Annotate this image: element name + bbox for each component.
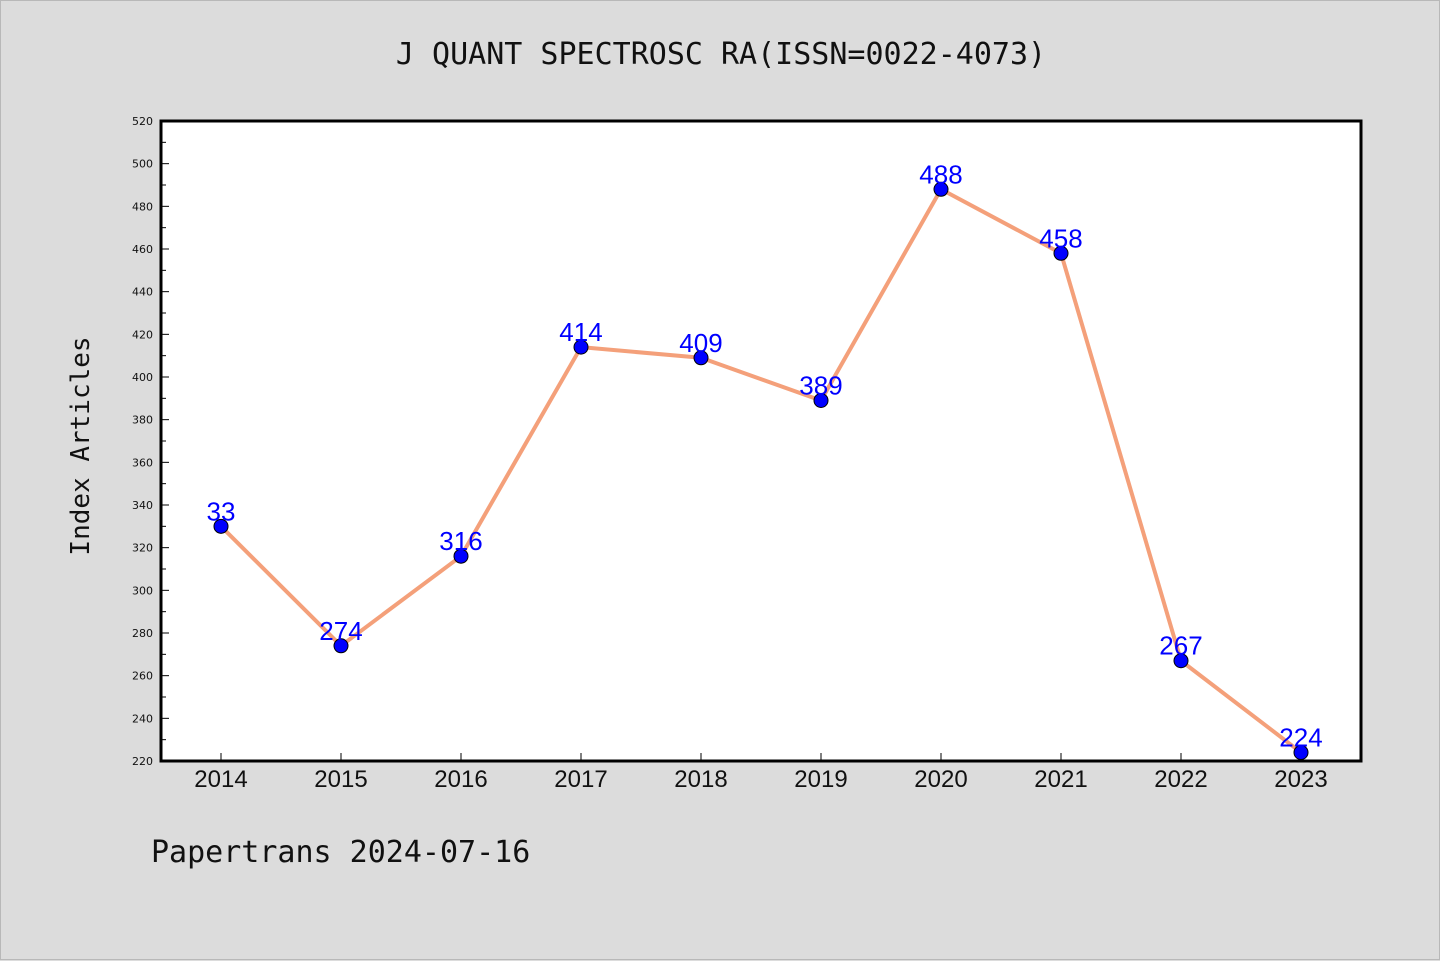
x-tick-label: 2014 [194,766,247,793]
x-tick-label: 2015 [314,766,367,793]
y-tick-label: 400 [132,371,153,384]
data-label: 274 [319,616,362,646]
y-tick-label: 520 [132,115,153,128]
data-label: 409 [679,328,722,358]
series-line [219,187,1303,755]
data-label-group: 33 274 316 414 409 389 488 458 267 224 [207,159,1323,752]
x-tick-label: 2020 [914,766,967,793]
x-tick-label: 2022 [1154,766,1207,793]
y-tick-label: 380 [132,414,153,427]
data-point-marker [813,392,829,408]
y-tick-label: 340 [132,499,153,512]
data-point-marker [1173,653,1189,669]
y-tick-label: 220 [132,755,153,768]
x-tick-label: 2017 [554,766,607,793]
y-tick-label: 480 [132,200,153,213]
series-line-group [219,187,1303,755]
x-tick-label: 2019 [794,766,847,793]
y-tick-label: 240 [132,712,153,725]
data-point-marker [933,181,949,197]
x-tick-label: 2016 [434,766,487,793]
marker-group [213,181,1309,760]
footer-text: Papertrans 2024-07-16 [151,835,531,870]
y-tick-label: 500 [132,158,153,171]
data-label: 224 [1279,722,1322,752]
x-tick-label: 2023 [1274,766,1327,793]
chart-title: J QUANT SPECTROSC RA(ISSN=0022-4073) [395,37,1047,72]
data-point-marker [333,638,349,654]
data-label: 316 [439,526,482,556]
y-tick-label: 300 [132,584,153,597]
plot-border [159,119,1363,763]
y-tick-label: 280 [132,627,153,640]
data-point-marker [213,518,229,534]
y-axis: 220 240 260 280 300 320 340 360 380 400 420 440 460 4… [132,115,169,768]
y-tick-label: 460 [132,243,153,256]
x-tick-label: 2018 [674,766,727,793]
data-label: 458 [1039,223,1082,253]
data-point-marker [693,350,709,366]
x-tick-label: 2021 [1034,766,1087,793]
plot-background [161,121,1361,761]
data-point-marker [1053,245,1069,261]
y-tick-label: 320 [132,542,153,555]
y-tick-label: 420 [132,328,153,341]
y-tick-label: 440 [132,286,153,299]
data-label: 488 [919,159,962,189]
data-label: 267 [1159,631,1202,661]
data-label: 389 [799,370,842,400]
data-point-marker [453,548,469,564]
data-label: 414 [559,317,602,347]
data-label: 33 [207,496,236,526]
y-tick-label: 260 [132,670,153,683]
x-axis: 2014 2015 2016 2017 2018 2019 2020 2021 2022 2023 [194,753,1328,793]
data-point-marker [573,339,589,355]
y-tick-label: 360 [132,456,153,469]
data-point-marker [1293,744,1309,760]
